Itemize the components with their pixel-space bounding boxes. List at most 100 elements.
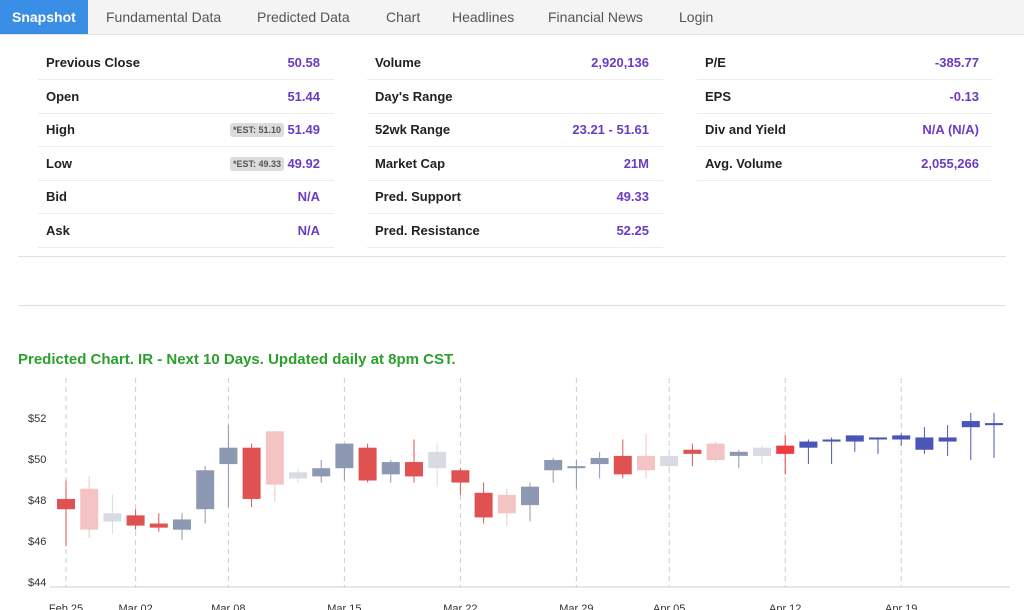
candle-body [822,439,841,442]
nav-tab[interactable]: Chart [386,9,421,25]
stat-label: Open [46,88,80,104]
chart-title: Predicted Chart. IR - Next 10 Days. Upda… [18,351,456,368]
stat-label: Bid [46,189,67,205]
stat-label: Previous Close [46,55,140,70]
candle-body [660,455,679,467]
stat-row: Previous Close 50.58 [38,46,334,80]
candle-body [242,447,261,499]
stat-label: Avg. Volume [705,155,783,171]
stat-value: 51.44 [287,88,320,104]
nav-tab[interactable]: Headlines [452,9,515,25]
stat-value: 2,920,136 [591,55,649,70]
candle-body [915,437,934,450]
stat-label: P/E [705,55,726,70]
candle-body [938,437,957,442]
nav-tab[interactable]: Login [679,9,714,25]
nav-tab[interactable]: Predicted Data [257,9,350,25]
candle-body [57,498,75,510]
stat-row: P/E -385.77 [697,46,993,80]
stat-value: 52.25 [616,223,649,238]
candle-body [126,515,145,526]
stat-label: 52wk Range [375,122,451,138]
stat-row: Ask N/A [38,214,334,248]
candle-body [567,466,586,469]
stat-value: 49.33 [616,189,649,205]
stat-row: Volume 2,920,136 [367,46,663,80]
candle-body [753,447,771,456]
candle-body [985,423,1003,426]
stat-row: Day's Range [367,80,663,114]
candle-body [358,447,377,481]
stat-value: N/A [297,189,320,205]
stat-row: High 51.49 *EST: 51.10 [38,113,334,148]
candle-body [729,451,748,456]
candle-body [381,462,400,475]
candle-body [613,455,632,475]
est-badge: *EST: 49.33 [229,156,284,171]
candle-body [451,470,470,483]
x-tick-label: Feb 25 [49,603,83,610]
stat-row: Open 51.44 [38,80,334,114]
stat-row: 52wk Range 23.21 - 51.61 [367,113,663,148]
nav-tab[interactable]: Snapshot [0,0,88,34]
stat-label: Volume [375,55,421,70]
candle-body [845,435,864,442]
x-tick-label: Mar 15 [327,603,361,610]
y-tick-label: $44 [28,577,46,589]
stat-value: -385.77 [934,55,979,70]
stat-row: Pred. Resistance 52.25 [367,214,663,248]
y-tick-label: $52 [28,413,46,425]
nav-bar: Snapshot Fundamental Data Predicted Data Ch… [0,0,1024,35]
stat-row: EPS -0.13 [697,80,993,114]
stat-value: 23.21 - 51.61 [572,122,649,138]
x-tick-label: Mar 08 [211,603,245,610]
stat-row: Avg. Volume 2,055,266 [697,147,993,181]
stat-row: Low 49.92 *EST: 49.33 [38,147,334,181]
stat-label: Ask [46,223,70,238]
nav-tab[interactable]: Fundamental Data [106,9,222,25]
stat-value: -0.13 [949,88,979,104]
stat-value: 51.49 [287,122,320,138]
candle-body [497,494,516,514]
stat-row: Bid N/A [38,180,334,215]
stat-value: N/A [297,223,320,238]
candle-body [405,462,423,477]
candle-body [961,421,980,428]
candle-body [428,451,447,469]
stat-row: Market Cap 21M [367,147,663,181]
candle-body [474,492,493,518]
stat-label: Day's Range [375,88,453,104]
stat-label: Pred. Resistance [375,223,480,238]
stat-label: Market Cap [375,155,446,171]
y-tick-label: $48 [28,495,46,507]
candle-body [265,431,284,485]
stat-label: Pred. Support [375,189,461,205]
candle-body [173,519,191,530]
candle-body [892,435,911,440]
candle-body [544,460,563,471]
stat-value: 49.92 [287,155,320,171]
x-tick-label: Apr 12 [769,603,801,610]
x-tick-label: Mar 29 [559,603,593,610]
stat-value: N/A (N/A) [922,122,979,138]
divider [18,305,1006,306]
candle-body [869,437,887,440]
candle-body [103,513,122,522]
x-tick-label: Apr 19 [885,603,917,610]
candle-body [706,443,725,460]
candle-body [196,470,215,510]
x-tick-label: Apr 05 [653,603,685,610]
stat-label: Div and Yield [705,122,786,138]
divider [18,256,1006,257]
stat-label: High [46,122,75,138]
stat-value: 2,055,266 [921,155,979,171]
stat-row: Pred. Support 49.33 [367,180,663,215]
candle-body [80,488,99,530]
nav-tab[interactable]: Financial News [548,9,643,25]
y-tick-label: $46 [28,536,46,548]
stat-label: EPS [705,88,732,104]
candle-body [776,445,795,454]
candle-body [590,457,609,465]
candle-body [289,472,307,479]
